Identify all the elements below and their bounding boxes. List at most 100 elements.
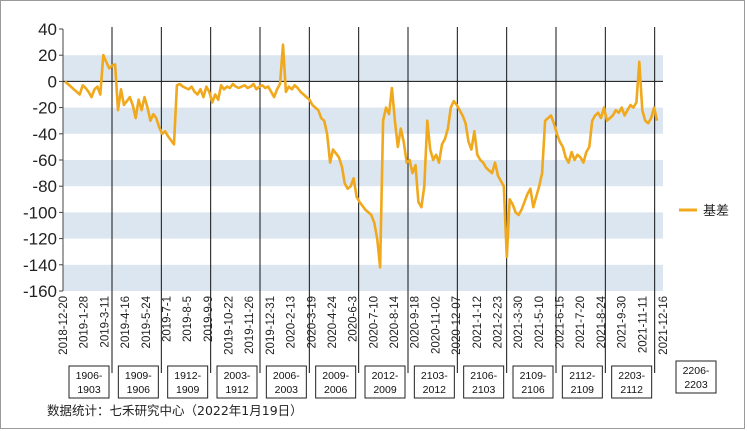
contract-label-line2: 2009 xyxy=(373,384,397,396)
x-tick-label: 2021-2-23 xyxy=(492,296,504,348)
contract-box-border xyxy=(463,365,505,399)
contract-label-line1: 2003- xyxy=(224,370,251,382)
contract-label-line1: 2009- xyxy=(322,370,349,382)
x-tick-label: 2019-5-24 xyxy=(141,295,153,348)
contract-label-line1: 2006- xyxy=(273,370,300,382)
contract-box: 2103- 2012 xyxy=(413,365,455,399)
x-tick-label: 2019-11-26 xyxy=(244,296,256,354)
contract-box-border xyxy=(364,365,406,399)
contract-labels: 1906- 1903 1909- 1906 1912- 1909 2003- 1912 2006… xyxy=(68,360,717,399)
contract-box-border xyxy=(611,365,653,399)
y-tick-label: 20 xyxy=(38,46,57,65)
contract-box-border xyxy=(117,365,159,399)
contract-label-line2: 1912 xyxy=(225,384,249,396)
contract-box: 1912- 1909 xyxy=(167,365,209,399)
contract-dividers xyxy=(111,27,656,373)
contract-box: 2006- 2003 xyxy=(265,365,307,399)
x-tick-label: 2020-12-07 xyxy=(451,296,463,355)
y-tick-label: -60 xyxy=(32,151,57,170)
contract-label-line2: 2203 xyxy=(684,379,708,391)
contract-box: 2203- 2112 xyxy=(611,365,653,399)
contract-label-line2: 2106 xyxy=(521,384,545,396)
y-tick-label: -120 xyxy=(23,230,57,249)
contract-box: 2112- 2109 xyxy=(561,365,603,399)
x-tick-label: 2020-8-14 xyxy=(389,295,401,348)
x-tick-label: 2019-9-9 xyxy=(203,296,215,342)
x-tick-label: 2019-7-1 xyxy=(161,296,173,342)
contract-box-border xyxy=(216,365,258,399)
x-tick-label: 2020-7-10 xyxy=(368,296,380,348)
series-line-basis xyxy=(64,43,659,269)
contract-label-line1: 1912- xyxy=(174,370,201,382)
contract-label-line1: 2103- xyxy=(421,370,448,382)
x-tick-label: 2021-8-24 xyxy=(596,295,608,348)
x-tick-label: 2019-1-28 xyxy=(79,296,91,348)
y-tick-label: 40 xyxy=(38,20,57,39)
x-tick-label: 2020-9-18 xyxy=(410,296,422,348)
band xyxy=(63,212,663,239)
contract-box-border xyxy=(561,365,603,399)
contract-label-line1: 2112- xyxy=(569,370,596,382)
y-tick-label: -80 xyxy=(32,177,57,196)
y-tick-label: -40 xyxy=(32,125,57,144)
band xyxy=(63,264,663,291)
series-lines xyxy=(64,43,659,269)
contract-label-line2: 2103 xyxy=(472,384,496,396)
x-tick-label: 2018-12-20 xyxy=(58,296,70,355)
contract-label-line2: 1906 xyxy=(127,384,151,396)
contract-label-line2: 2112 xyxy=(620,384,643,396)
band xyxy=(63,160,663,187)
x-tick-label: 2020-11-02 xyxy=(430,296,442,354)
contract-box: 2012- 2009 xyxy=(364,365,406,399)
x-tick-label: 2021-11-11 xyxy=(637,296,649,353)
x-tick-label: 2019-4-16 xyxy=(120,296,132,348)
contract-box-border xyxy=(315,365,357,399)
y-tick-label: -100 xyxy=(23,203,57,222)
x-tick-label: 2021-3-30 xyxy=(513,296,525,348)
contract-label-line2: 1903 xyxy=(77,384,101,396)
legend: 基差 xyxy=(679,203,729,218)
contract-box: 2206- 2203 xyxy=(675,360,717,394)
contract-label-line1: 2106- xyxy=(470,370,497,382)
x-tick-label: 2020-2-13 xyxy=(286,296,298,348)
x-tick-label: 2021-5-10 xyxy=(534,296,546,348)
contract-box: 1909- 1906 xyxy=(117,365,159,399)
x-tick-label: 2019-12-31 xyxy=(265,296,277,355)
contract-box: 2009- 2006 xyxy=(315,365,357,399)
x-tick-label: 2021-9-30 xyxy=(617,296,629,348)
y-tick-label: -20 xyxy=(32,99,57,118)
contract-box-border xyxy=(265,365,307,399)
y-axis: 40 20 0 -20 -40 -60 -80 -100 -120 -140 -160 xyxy=(23,20,64,301)
y-tick-label: -160 xyxy=(23,282,57,301)
background-bands xyxy=(63,55,663,291)
x-tick-label: 2019-3-11 xyxy=(99,296,111,348)
band xyxy=(63,107,663,134)
contract-label-line1: 1906- xyxy=(76,370,103,382)
contract-label-line2: 2109 xyxy=(571,384,595,396)
x-tick-label: 2021-12-16 xyxy=(658,296,670,355)
contract-label-line2: 2006 xyxy=(324,384,348,396)
contract-label-line1: 2109- xyxy=(520,370,547,382)
contract-box: 2109- 2106 xyxy=(512,365,554,399)
x-tick-label: 2019-8-5 xyxy=(182,296,194,342)
contract-box: 2003- 1912 xyxy=(216,365,258,399)
contract-label-line1: 2012- xyxy=(372,370,399,382)
x-tick-label: 2020-4-24 xyxy=(327,295,339,348)
contract-box-border xyxy=(512,365,554,399)
contract-box: 2106- 2103 xyxy=(463,365,505,399)
contract-box: 1906- 1903 xyxy=(68,365,110,399)
contract-label-line2: 2012 xyxy=(423,384,447,396)
x-tick-label: 2019-10-22 xyxy=(224,296,236,355)
contract-box-border xyxy=(675,360,717,394)
contract-box-border xyxy=(167,365,209,399)
contract-label-line1: 1909- xyxy=(125,370,152,382)
x-tick-label: 2021-1-12 xyxy=(472,296,484,348)
contract-label-line2: 2003 xyxy=(275,384,299,396)
contract-label-line2: 1909 xyxy=(176,384,200,396)
x-tick-label: 2020-3-19 xyxy=(306,296,318,348)
band xyxy=(63,55,663,82)
contract-box-border xyxy=(68,365,110,399)
y-tick-label: 0 xyxy=(48,72,57,91)
contract-label-line1: 2206- xyxy=(683,365,710,377)
